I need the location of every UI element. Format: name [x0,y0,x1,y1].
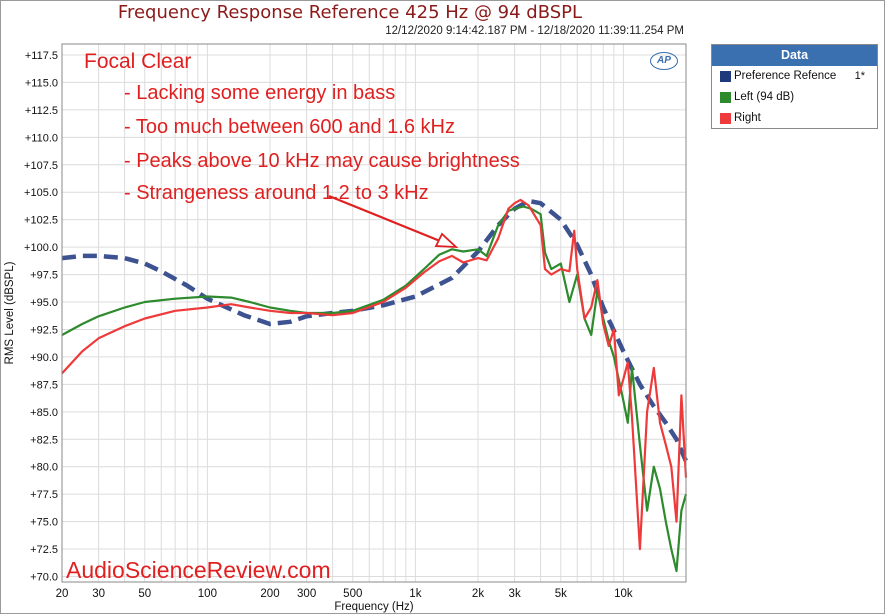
legend-item-right[interactable]: Right [712,108,877,129]
y-tick-label: +87.5 [30,379,58,391]
y-tick-label: +92.5 [30,324,58,336]
y-tick-label: +105.0 [24,187,58,199]
annotation-heading: Focal Clear [84,50,192,73]
x-tick-label: 5k [555,588,567,600]
y-tick-label: +77.5 [30,489,58,501]
annotation-bullet-3: - Peaks above 10 kHz may cause brightnes… [124,150,520,172]
x-tick-label: 300 [297,588,316,600]
legend-item-left[interactable]: Left (94 dB) [712,87,877,108]
legend-swatch-preference [720,71,731,82]
y-tick-label: +75.0 [30,517,58,529]
series-line-preference [61,198,689,463]
annotation-arrow-layer [328,194,459,249]
legend-swatch-left [720,92,731,103]
annotation-bullet-4: - Strangeness around 1.2 to 3 kHz [124,182,429,204]
x-tick-label: 200 [260,588,279,600]
y-axis-label: RMS Level (dBSPL) [4,261,16,364]
y-tick-label: +82.5 [30,434,58,446]
y-tick-label: +72.5 [30,544,58,556]
y-tick-label: +70.0 [30,572,58,584]
y-tick-label: +85.0 [30,407,58,419]
x-tick-label: 2k [472,588,484,600]
x-tick-label: 500 [343,588,362,600]
annotation-bullet-1: - Lacking some energy in bass [124,82,396,104]
y-tick-label: +80.0 [30,462,58,474]
y-tick-label: +117.5 [25,50,58,62]
annotation-arrow-head [434,232,459,249]
y-tick-label: +107.5 [24,160,58,172]
x-axis-label: Frequency (Hz) [334,601,413,613]
x-tick-label: 30 [92,588,105,600]
legend-item-label: Preference Refence [734,70,837,82]
watermark-text: AudioScienceReview.com [66,557,331,583]
legend-swatch-right [720,113,731,124]
x-tick-label: 20 [56,588,69,600]
series-lines [61,198,689,573]
plot-area-border [61,43,687,583]
x-tick-label: 3k [509,588,521,600]
x-tick-label: 100 [198,588,217,600]
legend-item-preference[interactable]: Preference Refence 1* [712,66,877,87]
series-line-left [61,205,688,573]
annotation-bullet-2: - Too much between 600 and 1.6 kHz [124,116,455,138]
ap-logo-icon: AP [650,52,678,70]
chart-title: Frequency Response Reference 425 Hz @ 94… [117,2,583,23]
axis-ticks: 20 30 50 100 200 300 500 1k 2k 3k 5k 10k +117.5 +115.… [24,50,633,600]
legend-title: Data [712,45,877,66]
legend-item-label: Left (94 dB) [734,91,795,103]
y-tick-label: +100.0 [24,242,58,254]
y-tick-label: +90.0 [30,352,58,364]
y-tick-label: +102.5 [24,215,58,227]
y-tick-label: +110.0 [25,132,58,144]
y-tick-label: +115.0 [25,77,58,89]
annotation-arrow-line [328,194,441,243]
chart-subtitle: 12/12/2020 9:14:42.187 PM - 12/18/2020 1… [385,25,684,37]
y-tick-label: +112.5 [25,105,58,117]
legend-panel: Data Preference Refence 1* Left (94 dB) … [711,44,878,129]
legend-item-extra: 1* [854,70,865,82]
x-tick-label: 50 [138,588,151,600]
x-tick-label: 1k [409,588,421,600]
y-tick-label: +95.0 [30,297,58,309]
legend-item-label: Right [734,112,761,124]
y-tick-label: +97.5 [30,270,58,282]
x-tick-label: 10k [614,588,633,600]
series-line-right [61,198,688,551]
